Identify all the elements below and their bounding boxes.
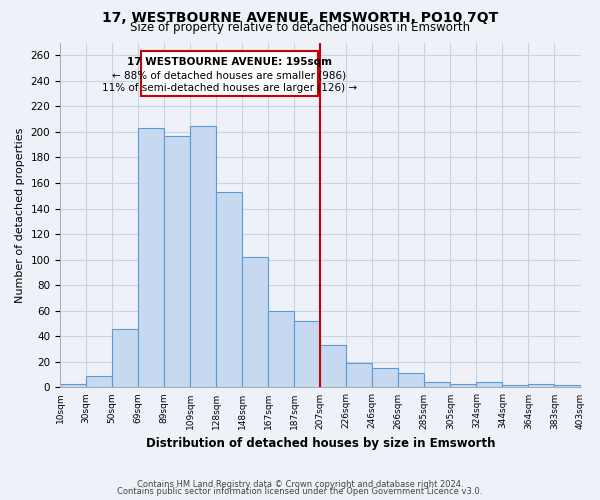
Bar <box>451 384 476 388</box>
FancyBboxPatch shape <box>141 52 317 96</box>
Bar <box>112 328 138 388</box>
Text: ← 88% of detached houses are smaller (986): ← 88% of detached houses are smaller (98… <box>112 70 346 81</box>
Y-axis label: Number of detached properties: Number of detached properties <box>15 128 25 302</box>
Bar <box>268 311 294 388</box>
Text: 17, WESTBOURNE AVENUE, EMSWORTH, PO10 7QT: 17, WESTBOURNE AVENUE, EMSWORTH, PO10 7Q… <box>102 12 498 26</box>
Bar <box>86 376 112 388</box>
Bar <box>346 363 373 388</box>
Bar <box>138 128 164 388</box>
Bar <box>294 321 320 388</box>
Bar <box>373 368 398 388</box>
Bar <box>164 136 190 388</box>
Bar <box>60 384 86 388</box>
Text: Size of property relative to detached houses in Emsworth: Size of property relative to detached ho… <box>130 22 470 35</box>
Bar <box>529 384 554 388</box>
Bar <box>554 385 581 388</box>
Bar <box>190 126 216 388</box>
Bar <box>242 257 268 388</box>
Text: 11% of semi-detached houses are larger (126) →: 11% of semi-detached houses are larger (… <box>101 84 357 94</box>
Text: Contains public sector information licensed under the Open Government Licence v3: Contains public sector information licen… <box>118 487 482 496</box>
Bar <box>424 382 451 388</box>
Text: 17 WESTBOURNE AVENUE: 195sqm: 17 WESTBOURNE AVENUE: 195sqm <box>127 56 332 66</box>
X-axis label: Distribution of detached houses by size in Emsworth: Distribution of detached houses by size … <box>146 437 495 450</box>
Bar <box>502 385 529 388</box>
Bar <box>476 382 502 388</box>
Bar <box>398 374 424 388</box>
Text: Contains HM Land Registry data © Crown copyright and database right 2024.: Contains HM Land Registry data © Crown c… <box>137 480 463 489</box>
Bar <box>320 346 346 388</box>
Bar <box>216 192 242 388</box>
